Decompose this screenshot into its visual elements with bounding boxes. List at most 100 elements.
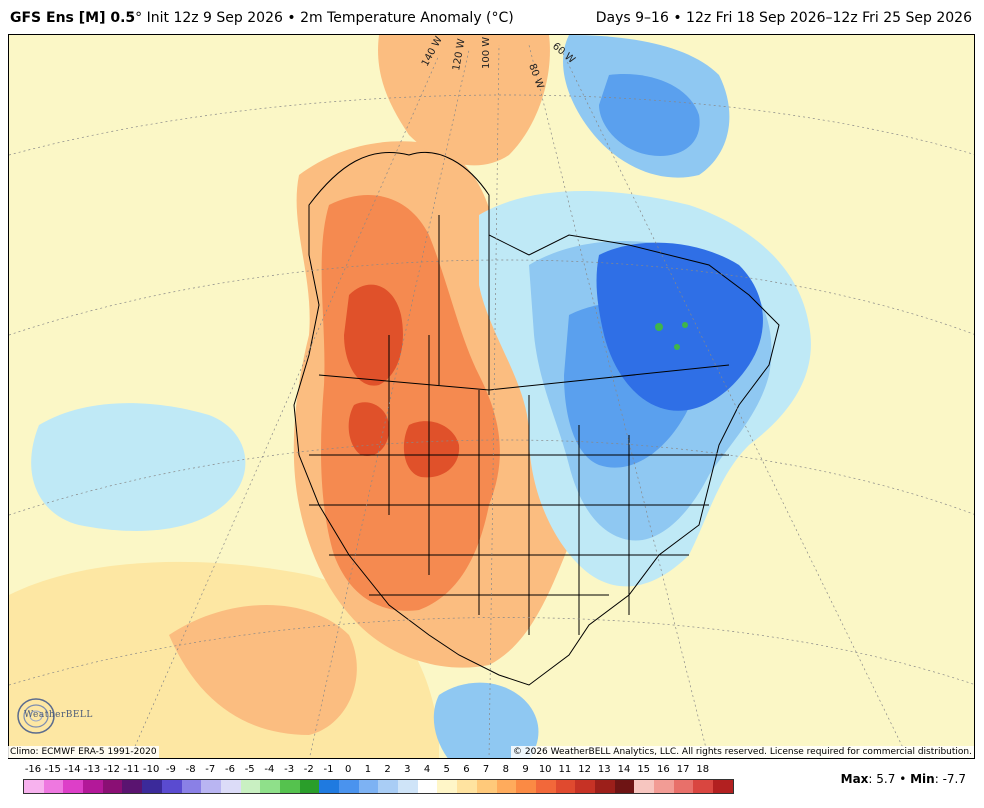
colorbar-swatch: [279, 780, 300, 793]
bullet: •: [673, 10, 682, 26]
colorbar-swatch: [496, 780, 517, 793]
climatology-note: Climo: ECMWF ERA-5 1991-2020: [8, 746, 159, 758]
colorbar-swatch: [122, 780, 143, 793]
weatherbell-logo: WeatherBELL: [14, 696, 100, 736]
colorbar-swatch: [654, 780, 674, 793]
colorbar-swatch: [181, 780, 202, 793]
colorbar-swatch: [142, 780, 162, 793]
colorbar-swatch: [457, 780, 477, 793]
colorbar-swatch: [220, 780, 241, 793]
colorbar-tick-label: -12: [103, 764, 120, 775]
colorbar-tick-label: 10: [538, 764, 552, 775]
pacific-cool-anomaly: [31, 403, 246, 531]
colorbar-swatch: [437, 780, 458, 793]
graticule: [9, 44, 974, 758]
colorbar-tick-label: 6: [463, 764, 470, 775]
colorbar-swatch: [398, 780, 418, 793]
coldest-spot: [682, 322, 688, 328]
colorbar-swatch: [43, 780, 64, 793]
colorbar-tick-label: 13: [597, 764, 611, 775]
colorbar-tick-label: 8: [502, 764, 509, 775]
lon-label: 100 W: [481, 37, 492, 69]
colorbar-tick-label: -11: [123, 764, 140, 775]
colorbar-swatch: [299, 780, 320, 793]
colorbar-tick-label: 14: [617, 764, 631, 775]
colorbar-tick-label: -8: [185, 764, 196, 775]
colorbar-tick-label: 16: [657, 764, 670, 775]
colorbar-tick-label: -14: [64, 764, 81, 775]
colorbar-tick-label: -15: [44, 764, 61, 775]
colorbar-swatch: [575, 780, 595, 793]
colorbar-tick-label: 17: [676, 764, 690, 775]
colorbar-tick-label: 15: [637, 764, 651, 775]
colorbar-tick-label: 12: [578, 764, 591, 775]
intermountain-hot-spot: [348, 402, 390, 456]
colorbar-tick-label: 18: [696, 764, 710, 775]
coldest-spot: [655, 323, 663, 331]
wyoming-hot-spot: [403, 421, 460, 478]
colorbar-swatch: [161, 780, 182, 793]
colorbar-tick-label: 9: [522, 764, 529, 775]
colorbar-tick-label: -16: [24, 764, 42, 775]
colorbar-swatch: [516, 780, 536, 793]
max-label: Max: [840, 772, 869, 786]
valid-period: Days 9–16 • 12z Fri 18 Sep 2026–12z Fri …: [596, 10, 972, 26]
colorbar-swatch: [201, 780, 221, 793]
bullet: •: [287, 10, 296, 26]
copyright-note: © 2026 WeatherBELL Analytics, LLC. All r…: [511, 746, 974, 758]
colorbar-swatch: [24, 780, 44, 793]
colorbar-tick-label: 3: [404, 764, 411, 775]
colorbar-swatch: [614, 780, 635, 793]
colorbar-tick-label: -13: [83, 764, 101, 775]
colorbar-swatch: [358, 780, 379, 793]
colorbar-swatch: [339, 780, 359, 793]
rockies-hot-spot: [344, 284, 403, 386]
arctic-warm-anomaly: [378, 35, 550, 166]
colorbar-swatch: [240, 780, 261, 793]
max-value: : 5.7: [868, 772, 896, 786]
greenland-strong-cool-anomaly: [599, 74, 700, 156]
colorbar-swatch: [319, 780, 339, 793]
colorbar-tick-label: 5: [443, 764, 450, 775]
colorbar-tick-label: -7: [205, 764, 216, 775]
colorbar-tick-label: -6: [225, 764, 235, 775]
anomaly-map: 140 W 120 W 100 W 80 W 60 W: [8, 34, 975, 759]
degree-mark: °: [135, 10, 143, 26]
colorbar-swatch: [63, 780, 84, 793]
map-canvas: 140 W 120 W 100 W 80 W 60 W: [9, 35, 974, 758]
colorbar-swatch: [535, 780, 556, 793]
colorbar-swatch: [673, 780, 694, 793]
colorbar-swatch: [378, 780, 399, 793]
colorbar-tick-label: -9: [165, 764, 176, 775]
colorbar-tick-label: -4: [264, 764, 275, 775]
valid-range: 12z Fri 18 Sep 2026–12z Fri 25 Sep 2026: [686, 10, 972, 26]
colorbar: [23, 779, 734, 794]
colorbar-tick-label: -2: [303, 764, 314, 775]
colorbar-swatch: [417, 780, 438, 793]
colorbar-tick-label: 11: [558, 764, 572, 775]
colorbar-tick-label: 2: [384, 764, 391, 775]
colorbar-tick-label: 1: [364, 764, 372, 775]
colorbar-swatch: [594, 780, 615, 793]
stats-separator: •: [899, 772, 907, 786]
colorbar-tick-label: -3: [284, 764, 295, 775]
colorbar-swatch: [634, 780, 654, 793]
map-title: GFS Ens [M] 0.5° Init 12z 9 Sep 2026 • 2…: [10, 10, 514, 26]
colorbar-ticks: -16 -15 -14 -13 -12 -11 -10 -9 -8 -7 -6 -5 -4 -3 -2 -1 0…: [23, 764, 709, 778]
days-range: Days 9–16: [595, 10, 669, 26]
colorbar-tick-label: -10: [143, 764, 160, 775]
colorbar-tick-label: 4: [423, 764, 431, 775]
colorbar-swatch: [260, 780, 280, 793]
colorbar-swatch: [83, 780, 103, 793]
colorbar-swatch: [476, 780, 497, 793]
colorbar-swatch: [713, 780, 733, 793]
logo-swirl-icon: [17, 698, 55, 734]
mexico-warmer-anomaly: [169, 605, 357, 735]
quebec-strong-cool-anomaly: [596, 242, 763, 411]
colorbar-tick-label: -5: [244, 764, 255, 775]
logo-text: WeatherBELL: [24, 710, 93, 720]
political-boundaries: [293, 151, 780, 686]
init-time: Init 12z 9 Sep 2026: [146, 10, 283, 26]
colorbar-swatch: [555, 780, 576, 793]
colorbar-tick-label: 0: [345, 764, 352, 775]
